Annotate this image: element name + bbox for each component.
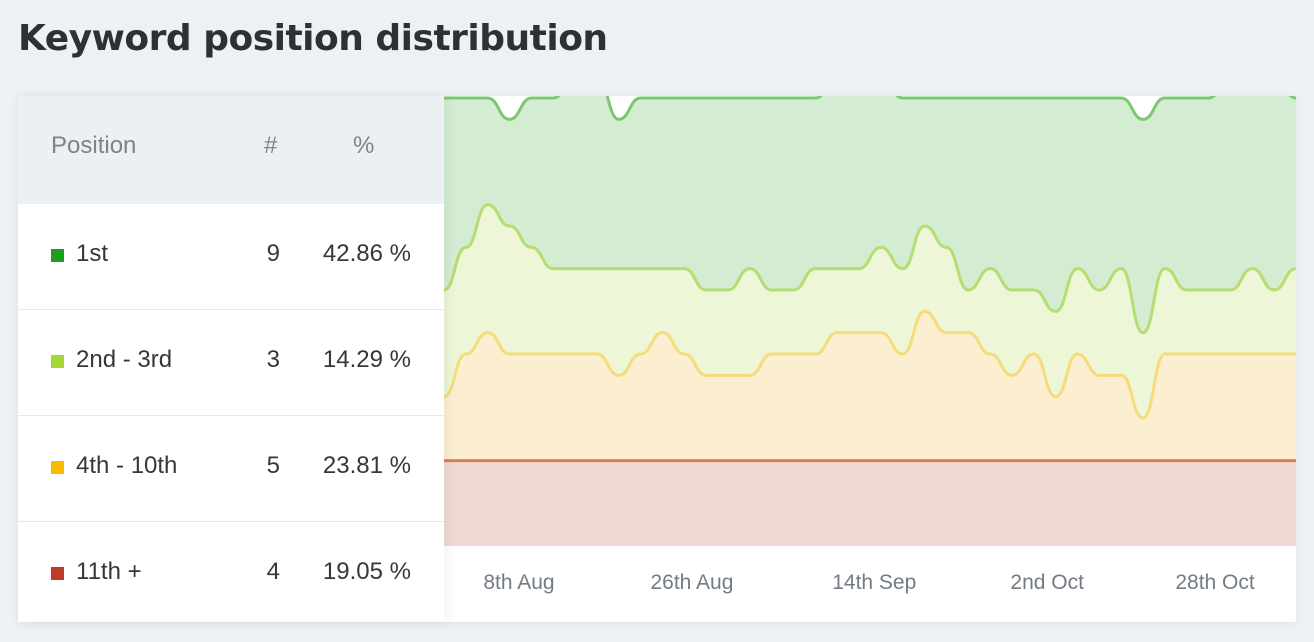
line-2nd-3rd[interactable] <box>444 203 1296 335</box>
row-percent: 42.86 % <box>322 240 411 267</box>
x-tick-label: 14th Sep <box>832 571 917 594</box>
row-label: 11th + <box>76 558 142 585</box>
row-count: 5 <box>266 452 280 479</box>
row-count: 9 <box>266 240 280 267</box>
stacked-area-chart: 8th Aug 26th Aug 14th Sep 2nd Oct 28th Oct <box>444 96 1296 622</box>
x-tick-label: 8th Aug <box>483 571 555 594</box>
position-table: Position # % 1st 9 42.86 % 2nd - 3rd 3 1… <box>18 96 444 622</box>
table-body: 1st 9 42.86 % 2nd - 3rd 3 14.29 % 4th - … <box>18 204 444 627</box>
row-label: 1st <box>76 240 109 267</box>
header-position[interactable]: Position <box>51 132 137 159</box>
table-row-1st[interactable]: 1st 9 42.86 % <box>18 204 444 309</box>
table-row-2nd-3rd[interactable]: 2nd - 3rd 3 14.29 % <box>18 309 444 415</box>
line-1st[interactable] <box>444 96 1296 121</box>
table-row-4th-10th[interactable]: 4th - 10th 5 23.81 % <box>18 415 444 521</box>
table-header: Position # % <box>18 96 444 204</box>
distribution-card: Position # % 1st 9 42.86 % 2nd - 3rd 3 1… <box>18 96 1296 622</box>
header-count[interactable]: # <box>264 132 278 159</box>
x-tick-label: 28th Oct <box>1175 571 1255 594</box>
header-percent[interactable]: % <box>353 132 375 159</box>
line-4th-10th[interactable] <box>444 309 1296 420</box>
row-label: 2nd - 3rd <box>76 346 173 373</box>
table-row-11th-plus[interactable]: 11th + 4 19.05 % <box>18 521 444 627</box>
swatch-4th-10th <box>51 461 64 474</box>
area-1st[interactable] <box>444 96 1296 333</box>
swatch-1st <box>51 249 64 262</box>
row-percent: 14.29 % <box>322 346 411 373</box>
chart-svg <box>444 96 1296 546</box>
row-percent: 23.81 % <box>322 452 411 479</box>
swatch-2nd-3rd <box>51 355 64 368</box>
area-2nd-3rd[interactable] <box>444 204 1296 418</box>
area-11th-[interactable] <box>444 460 1296 546</box>
swatch-11th-plus <box>51 567 64 580</box>
x-tick-label: 26th Aug <box>650 571 734 594</box>
row-percent: 19.05 % <box>322 558 411 585</box>
x-tick-label: 2nd Oct <box>1010 571 1084 594</box>
row-label: 4th - 10th <box>76 452 178 479</box>
area-4th-10th[interactable] <box>444 311 1296 461</box>
page-title: Keyword position distribution <box>18 18 608 59</box>
row-count: 4 <box>266 558 280 585</box>
row-count: 3 <box>266 346 280 373</box>
